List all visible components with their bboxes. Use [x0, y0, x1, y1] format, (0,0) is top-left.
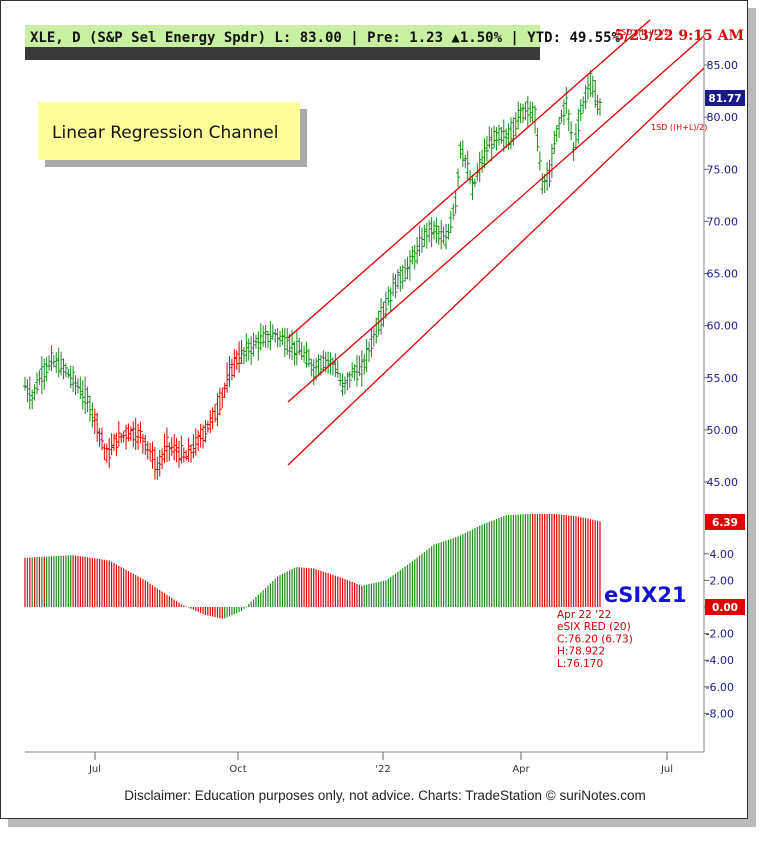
- header-dark-strip: [25, 47, 540, 60]
- price-tick-label: 50.00: [707, 424, 739, 437]
- frame-shadow-bottom: [8, 819, 756, 827]
- esix-histogram: [24, 513, 601, 619]
- esix-info-line: Apr 22 '22: [557, 609, 611, 621]
- price-tick-label: 70.00: [707, 215, 739, 228]
- x-tick-label: Apr: [512, 764, 530, 775]
- indicator-tick-label: -8.00: [706, 707, 734, 720]
- header-title: XLE, D (S&P Sel Energy Spdr) L: 83.00 | …: [30, 30, 621, 46]
- esix-zero-tag: [705, 599, 745, 615]
- note-box: [38, 102, 300, 160]
- indicator-tick-label: 2.00: [710, 574, 735, 587]
- channel-lower-label: 1SD ((H+L)/2): [651, 123, 707, 132]
- last-price-tag: [705, 90, 745, 106]
- x-tick-label: '22: [375, 764, 390, 775]
- channel-upper-line: [287, 19, 651, 339]
- x-tick-label: Jul: [660, 764, 673, 775]
- footer-disclaimer: Disclaimer: Education purposes only, not…: [124, 788, 645, 803]
- indicator-axis: 4.00 2.00 -2.00 -4.00 -6.00 -8.00: [704, 548, 735, 720]
- timestamp: 5/23/22 9:15 AM: [615, 28, 744, 44]
- indicator-tick-label: -6.00: [706, 681, 734, 694]
- esix-title: eSIX21: [604, 583, 687, 607]
- esix-zero-value: 0.00: [712, 602, 738, 614]
- esix-info-line: H:78.922: [557, 646, 605, 658]
- channel-lower-line: [287, 67, 705, 466]
- indicator-tick-label: 4.00: [710, 548, 735, 561]
- x-tick-label: Jul: [88, 764, 101, 775]
- price-tick-label: 85.00: [707, 59, 739, 72]
- frame-shadow-right: [748, 8, 756, 826]
- price-bars: [23, 69, 602, 480]
- regression-channel: [287, 19, 705, 466]
- x-axis: Jul Oct '22 Apr Jul: [88, 752, 673, 775]
- note-box-label: Linear Regression Channel: [52, 123, 278, 143]
- indicator-tick-label: -2.00: [706, 628, 734, 641]
- price-tick-label: 65.00: [707, 268, 739, 281]
- esix-value: 6.39: [712, 517, 738, 529]
- price-tick-label: 55.00: [707, 372, 739, 385]
- header-bar: [25, 25, 540, 47]
- indicator-tick-label: -4.00: [706, 654, 734, 667]
- price-tick-label: 60.00: [707, 320, 739, 333]
- esix-value-tag: [705, 514, 745, 530]
- price-tick-label: 45.00: [707, 476, 739, 489]
- x-tick-label: Oct: [229, 764, 246, 775]
- esix-info-line: L:76.170: [557, 658, 603, 670]
- price-axis: 85.00 80.00 75.00 70.00 65.00 60.00 55.00 50.00…: [704, 59, 738, 489]
- price-tick-label: 80.00: [707, 111, 739, 124]
- channel-upper-label: 1SD ((H+L)/2): [616, 28, 672, 37]
- esix-info-line: eSIX RED (20): [557, 621, 631, 633]
- last-price-value: 81.77: [708, 93, 741, 105]
- price-tick-label: 75.00: [707, 163, 739, 176]
- channel-mid-line: [287, 35, 705, 403]
- esix-info-line: C:76.20 (6.73): [557, 633, 633, 645]
